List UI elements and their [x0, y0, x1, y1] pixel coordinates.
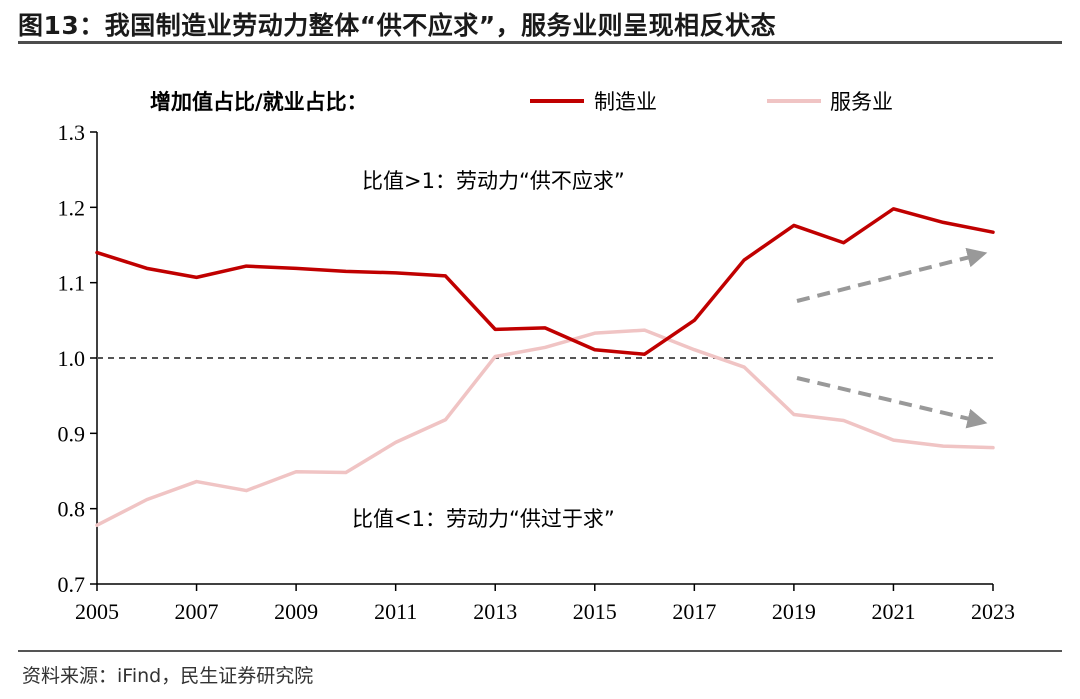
legend-prefix: 增加值占比/就业占比： [150, 90, 368, 114]
x-tick-label: 2007 [175, 599, 219, 624]
x-tick-label: 2017 [672, 599, 716, 624]
y-tick-label: 1.1 [58, 271, 86, 296]
legend-label-services: 服务业 [830, 90, 893, 114]
y-tick-label: 0.9 [58, 421, 86, 446]
x-tick-label: 2021 [871, 599, 915, 624]
series-line-services [95, 328, 995, 527]
y-tick-label: 1.2 [58, 195, 86, 220]
x-tick-label: 2009 [274, 599, 318, 624]
y-tick-label: 1.0 [58, 346, 86, 371]
y-tick-label: 0.7 [58, 572, 86, 597]
x-tick-label: 2019 [772, 599, 816, 624]
annotation-above: 比值>1：劳动力“供不应求” [362, 169, 625, 193]
x-tick-label: 2013 [473, 599, 517, 624]
legend-label-manufacturing: 制造业 [594, 90, 657, 114]
trend-arrow-up [796, 247, 988, 303]
y-axis-ticks: 0.7 0.8 0.9 1.0 1.1 1.2 1.3 [58, 120, 97, 597]
annotation-below: 比值<1：劳动力“供过于求” [352, 507, 615, 531]
trend-arrow-down [796, 376, 988, 429]
x-axis-ticks: 2005 2007 2009 2011 2013 2015 2017 2019 2021 2023 [75, 584, 1015, 624]
x-tick-label: 2005 [75, 599, 119, 624]
x-tick-label: 2011 [374, 599, 417, 624]
series-line-manufacturing [95, 207, 995, 356]
footer-divider [18, 650, 1062, 652]
figure-title: 图13：我国制造业劳动力整体“供不应求”，服务业则呈现相反状态 [18, 11, 777, 40]
y-tick-label: 0.8 [58, 497, 86, 522]
series-layer [95, 207, 995, 527]
source-note: 资料来源：iFind，民生证券研究院 [22, 665, 314, 687]
x-tick-label: 2023 [971, 599, 1015, 624]
title-divider [18, 41, 1062, 44]
y-tick-label: 1.3 [58, 120, 86, 145]
x-tick-label: 2015 [573, 599, 617, 624]
